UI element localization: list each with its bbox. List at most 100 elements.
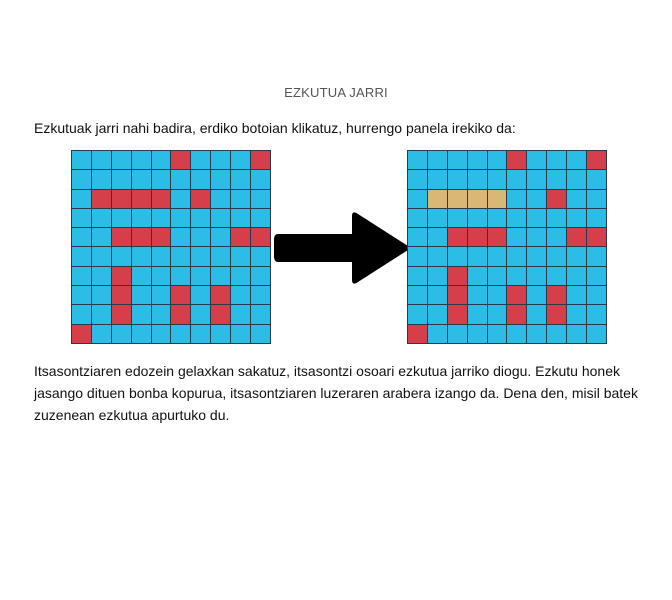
ship-cell[interactable] [131, 228, 151, 247]
water-cell[interactable] [151, 324, 171, 343]
ship-cell[interactable] [111, 286, 131, 305]
water-cell[interactable] [427, 247, 447, 266]
water-cell[interactable] [467, 286, 487, 305]
water-cell[interactable] [467, 305, 487, 324]
water-cell[interactable] [408, 286, 427, 305]
water-cell[interactable] [151, 286, 171, 305]
ship-cell[interactable] [447, 266, 467, 286]
water-cell[interactable] [231, 286, 251, 305]
water-cell[interactable] [151, 151, 171, 170]
water-cell[interactable] [467, 208, 487, 228]
water-cell[interactable] [447, 208, 467, 228]
water-cell[interactable] [231, 189, 251, 208]
water-cell[interactable] [91, 208, 111, 228]
water-cell[interactable] [567, 151, 587, 170]
water-cell[interactable] [231, 324, 251, 343]
water-cell[interactable] [111, 208, 131, 228]
water-cell[interactable] [527, 208, 547, 228]
water-cell[interactable] [191, 228, 211, 247]
water-cell[interactable] [111, 324, 131, 343]
water-cell[interactable] [151, 208, 171, 228]
water-cell[interactable] [191, 305, 211, 324]
water-cell[interactable] [467, 151, 487, 170]
water-cell[interactable] [587, 286, 606, 305]
ship-cell[interactable] [547, 189, 567, 208]
water-cell[interactable] [72, 189, 91, 208]
water-cell[interactable] [131, 266, 151, 286]
ship-cell[interactable] [507, 286, 527, 305]
water-cell[interactable] [527, 247, 547, 266]
ship-cell[interactable] [111, 305, 131, 324]
water-cell[interactable] [408, 208, 427, 228]
water-cell[interactable] [91, 151, 111, 170]
water-cell[interactable] [131, 286, 151, 305]
water-cell[interactable] [191, 324, 211, 343]
water-cell[interactable] [507, 170, 527, 189]
water-cell[interactable] [408, 151, 427, 170]
water-cell[interactable] [171, 266, 191, 286]
water-cell[interactable] [567, 286, 587, 305]
water-cell[interactable] [91, 228, 111, 247]
ship-cell[interactable] [191, 189, 211, 208]
water-cell[interactable] [507, 189, 527, 208]
water-cell[interactable] [447, 247, 467, 266]
water-cell[interactable] [251, 247, 270, 266]
water-cell[interactable] [527, 324, 547, 343]
water-cell[interactable] [191, 266, 211, 286]
water-cell[interactable] [487, 324, 507, 343]
water-cell[interactable] [507, 266, 527, 286]
water-cell[interactable] [408, 305, 427, 324]
water-cell[interactable] [467, 247, 487, 266]
water-cell[interactable] [72, 170, 91, 189]
water-cell[interactable] [427, 228, 447, 247]
water-cell[interactable] [487, 208, 507, 228]
water-cell[interactable] [547, 151, 567, 170]
water-cell[interactable] [131, 247, 151, 266]
water-cell[interactable] [131, 324, 151, 343]
ship-cell[interactable] [91, 189, 111, 208]
water-cell[interactable] [231, 266, 251, 286]
water-cell[interactable] [427, 286, 447, 305]
water-cell[interactable] [91, 170, 111, 189]
ship-cell[interactable] [72, 324, 91, 343]
water-cell[interactable] [487, 170, 507, 189]
water-cell[interactable] [191, 286, 211, 305]
water-cell[interactable] [427, 324, 447, 343]
water-cell[interactable] [427, 305, 447, 324]
water-cell[interactable] [251, 305, 270, 324]
water-cell[interactable] [567, 189, 587, 208]
water-cell[interactable] [507, 208, 527, 228]
water-cell[interactable] [427, 170, 447, 189]
water-cell[interactable] [211, 170, 231, 189]
water-cell[interactable] [408, 228, 427, 247]
water-cell[interactable] [131, 305, 151, 324]
ship-cell[interactable] [547, 305, 567, 324]
water-cell[interactable] [171, 170, 191, 189]
ship-cell[interactable] [171, 305, 191, 324]
water-cell[interactable] [231, 151, 251, 170]
water-cell[interactable] [527, 170, 547, 189]
ship-cell[interactable] [231, 228, 251, 247]
water-cell[interactable] [487, 286, 507, 305]
water-cell[interactable] [131, 170, 151, 189]
water-cell[interactable] [567, 208, 587, 228]
water-cell[interactable] [91, 286, 111, 305]
water-cell[interactable] [527, 305, 547, 324]
water-cell[interactable] [507, 247, 527, 266]
ship-cell[interactable] [567, 228, 587, 247]
water-cell[interactable] [427, 266, 447, 286]
ship-cell[interactable] [587, 228, 606, 247]
water-cell[interactable] [231, 247, 251, 266]
water-cell[interactable] [72, 305, 91, 324]
water-cell[interactable] [171, 228, 191, 247]
water-cell[interactable] [91, 247, 111, 266]
water-cell[interactable] [587, 170, 606, 189]
water-cell[interactable] [467, 170, 487, 189]
water-cell[interactable] [251, 189, 270, 208]
water-cell[interactable] [507, 324, 527, 343]
water-cell[interactable] [171, 324, 191, 343]
water-cell[interactable] [587, 189, 606, 208]
ship-cell[interactable] [467, 228, 487, 247]
water-cell[interactable] [547, 266, 567, 286]
ship-cell[interactable] [487, 228, 507, 247]
